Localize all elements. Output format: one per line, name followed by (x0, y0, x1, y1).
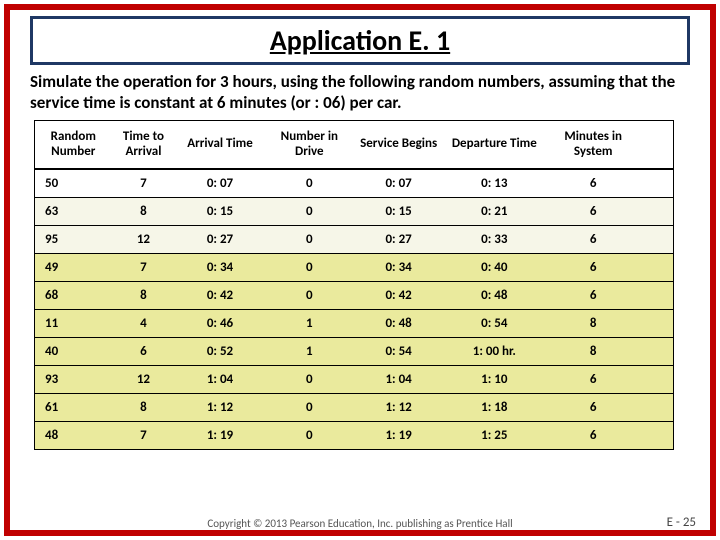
table-cell: 6 (545, 282, 641, 309)
table-cell: 0: 34 (175, 254, 264, 281)
table-cell: 7 (112, 422, 176, 449)
table-cell: 1: 12 (175, 394, 264, 421)
table-cell: 0 (265, 170, 354, 197)
table-cell: 7 (112, 254, 176, 281)
table-cell: 8 (545, 338, 641, 365)
col-header: Service Begins (354, 121, 443, 168)
table-cell: 0: 13 (443, 170, 545, 197)
copyright-text: Copyright © 2013 Pearson Education, Inc.… (0, 517, 720, 530)
table-cell: 1: 12 (354, 394, 443, 421)
table-cell: 0 (265, 198, 354, 225)
table-cell: 6 (545, 254, 641, 281)
slide-number: E - 25 (667, 515, 696, 530)
table-row: 1140: 4610: 480: 548 (35, 309, 673, 337)
table-cell: 0: 27 (175, 226, 264, 253)
slide-frame: Application E. 1 Simulate the operation … (4, 4, 716, 536)
table-cell: 0: 07 (175, 170, 264, 197)
table-cell: 1: 19 (354, 422, 443, 449)
table-row: 6181: 1201: 121: 186 (35, 393, 673, 421)
table-cell: 6 (112, 338, 176, 365)
table-cell: 6 (545, 198, 641, 225)
title-box: Application E. 1 (30, 16, 690, 65)
table-cell: 0: 42 (354, 282, 443, 309)
table-cell: 48 (35, 422, 112, 449)
table-row: 5070: 0700: 070: 136 (35, 169, 673, 197)
col-header: Arrival Time (175, 121, 264, 168)
table-cell: 0: 07 (354, 170, 443, 197)
col-header: Minutes in System (545, 121, 641, 168)
table-cell: 63 (35, 198, 112, 225)
col-header: Time to Arrival (112, 121, 176, 168)
table-cell: 12 (112, 366, 176, 393)
prompt-text: Simulate the operation for 3 hours, usin… (30, 71, 690, 114)
col-header: Departure Time (443, 121, 545, 168)
table-cell: 0: 40 (443, 254, 545, 281)
table-cell: 0: 34 (354, 254, 443, 281)
table-cell: 1 (265, 338, 354, 365)
table-cell: 0: 46 (175, 310, 264, 337)
table-row: 4060: 5210: 541: 00 hr.8 (35, 337, 673, 365)
table-cell: 12 (112, 226, 176, 253)
table-body: 5070: 0700: 070: 1366380: 1500: 150: 216… (35, 169, 673, 449)
table-cell: 0: 15 (175, 198, 264, 225)
table-cell: 0: 48 (354, 310, 443, 337)
table-cell: 0: 48 (443, 282, 545, 309)
table-cell: 0: 54 (354, 338, 443, 365)
table-cell: 1 (265, 310, 354, 337)
table-cell: 0: 15 (354, 198, 443, 225)
table-row: 6880: 4200: 420: 486 (35, 281, 673, 309)
table-cell: 40 (35, 338, 112, 365)
table-cell: 0: 54 (443, 310, 545, 337)
table-row: 6380: 1500: 150: 216 (35, 197, 673, 225)
table-row: 4871: 1901: 191: 256 (35, 421, 673, 449)
table-cell: 0: 27 (354, 226, 443, 253)
simulation-table: Random Number Time to Arrival Arrival Ti… (34, 120, 674, 450)
table-cell: 0: 42 (175, 282, 264, 309)
table-cell: 0 (265, 282, 354, 309)
page-title: Application E. 1 (270, 23, 450, 58)
table-cell: 50 (35, 170, 112, 197)
col-header: Random Number (35, 121, 112, 168)
table-cell: 8 (112, 282, 176, 309)
table-cell: 8 (545, 310, 641, 337)
table-cell: 6 (545, 366, 641, 393)
table-cell: 1: 04 (354, 366, 443, 393)
table-cell: 6 (545, 226, 641, 253)
table-cell: 1: 25 (443, 422, 545, 449)
table-cell: 49 (35, 254, 112, 281)
table-row: 4970: 3400: 340: 406 (35, 253, 673, 281)
table-cell: 1: 10 (443, 366, 545, 393)
table-cell: 8 (112, 394, 176, 421)
table-cell: 0 (265, 422, 354, 449)
table-cell: 6 (545, 394, 641, 421)
table-row: 93121: 0401: 041: 106 (35, 365, 673, 393)
table-cell: 68 (35, 282, 112, 309)
table-cell: 1: 18 (443, 394, 545, 421)
table-header-row: Random Number Time to Arrival Arrival Ti… (35, 121, 673, 169)
table-cell: 6 (545, 422, 641, 449)
table-cell: 0: 33 (443, 226, 545, 253)
table-cell: 0 (265, 254, 354, 281)
col-header: Number in Drive (265, 121, 354, 168)
table-cell: 61 (35, 394, 112, 421)
table-cell: 1: 04 (175, 366, 264, 393)
table-cell: 7 (112, 170, 176, 197)
table-cell: 0 (265, 394, 354, 421)
table-cell: 95 (35, 226, 112, 253)
table-cell: 1: 19 (175, 422, 264, 449)
table-cell: 0 (265, 226, 354, 253)
table-cell: 11 (35, 310, 112, 337)
table-row: 95120: 2700: 270: 336 (35, 225, 673, 253)
table-cell: 4 (112, 310, 176, 337)
table-cell: 0 (265, 366, 354, 393)
table-cell: 8 (112, 198, 176, 225)
table-cell: 0: 21 (443, 198, 545, 225)
table-cell: 93 (35, 366, 112, 393)
table-cell: 0: 52 (175, 338, 264, 365)
table-cell: 1: 00 hr. (443, 338, 545, 365)
table-cell: 6 (545, 170, 641, 197)
